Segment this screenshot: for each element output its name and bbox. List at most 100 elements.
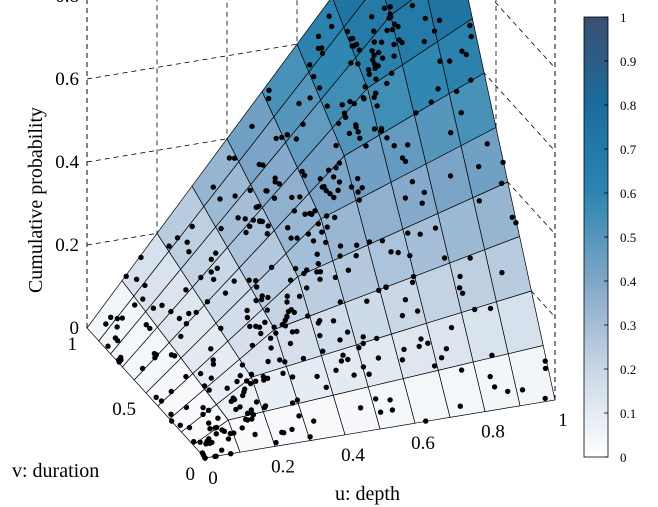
data-point xyxy=(344,329,351,335)
data-point xyxy=(272,175,278,181)
data-point xyxy=(457,273,463,280)
data-point xyxy=(202,455,208,461)
data-point xyxy=(268,345,274,351)
data-point xyxy=(416,343,422,350)
data-point xyxy=(208,256,214,262)
data-point xyxy=(311,418,317,424)
data-point xyxy=(376,49,382,56)
data-point xyxy=(323,384,329,390)
data-point xyxy=(321,183,327,190)
data-point xyxy=(348,60,354,66)
z-axis-label: Cumulative probability xyxy=(25,107,47,293)
data-point xyxy=(405,230,411,236)
z-axis-ticks: 00.20.40.60.81 xyxy=(55,0,79,339)
data-point xyxy=(228,398,234,404)
data-point xyxy=(366,371,372,377)
data-point xyxy=(168,308,174,315)
data-point xyxy=(350,35,356,42)
data-point xyxy=(293,136,300,142)
data-point xyxy=(363,143,369,149)
data-point xyxy=(360,95,367,101)
data-point xyxy=(542,395,548,402)
data-point xyxy=(314,251,320,257)
data-point xyxy=(316,85,323,91)
data-point xyxy=(183,404,190,410)
data-point xyxy=(399,155,406,161)
data-point xyxy=(436,17,443,23)
data-point xyxy=(317,176,323,182)
x-tick-label: 0.6 xyxy=(411,433,435,454)
data-point xyxy=(253,378,259,384)
x-tick-label: 0.8 xyxy=(481,422,505,443)
data-point xyxy=(435,86,441,92)
data-point xyxy=(364,298,370,304)
data-point xyxy=(288,235,294,241)
data-point xyxy=(133,276,140,282)
data-point xyxy=(153,352,159,358)
data-point xyxy=(244,417,251,423)
data-point xyxy=(282,317,288,323)
colorbar-tick-label: 0.9 xyxy=(620,54,636,69)
data-point xyxy=(378,128,384,134)
data-point xyxy=(387,4,393,10)
data-point xyxy=(289,329,296,335)
data-point xyxy=(232,193,238,199)
data-point xyxy=(389,26,396,33)
data-point xyxy=(108,314,114,320)
data-point xyxy=(239,425,245,431)
data-point xyxy=(315,33,322,39)
data-point xyxy=(391,53,397,59)
data-point xyxy=(208,375,214,381)
data-point xyxy=(425,340,431,346)
data-point xyxy=(210,357,216,363)
z-tick-label: 0.4 xyxy=(55,152,79,173)
data-point xyxy=(431,28,438,34)
data-point xyxy=(259,293,265,299)
data-point xyxy=(468,77,474,83)
data-point xyxy=(337,299,343,305)
data-point xyxy=(353,124,359,130)
back-grid-line xyxy=(492,0,556,69)
data-point xyxy=(264,231,270,237)
data-point xyxy=(304,285,310,291)
data-point xyxy=(210,276,217,283)
data-point xyxy=(360,334,366,340)
data-point xyxy=(448,324,455,331)
data-point xyxy=(168,352,175,358)
data-point xyxy=(357,405,364,411)
data-point xyxy=(234,378,240,385)
data-point xyxy=(371,39,377,45)
data-point xyxy=(297,194,303,200)
data-point xyxy=(244,307,250,314)
data-point xyxy=(381,5,388,11)
data-point xyxy=(457,403,463,409)
data-point xyxy=(323,213,330,219)
data-point xyxy=(324,224,330,230)
data-point xyxy=(354,242,360,248)
data-point xyxy=(183,373,189,380)
data-point xyxy=(351,372,357,378)
data-point xyxy=(463,51,469,58)
data-point xyxy=(335,120,342,127)
z-tick-label: 0.8 xyxy=(55,0,79,7)
data-point xyxy=(198,274,204,281)
colorbar-tick-label: 0.7 xyxy=(620,142,637,157)
data-point xyxy=(300,355,307,362)
data-point xyxy=(213,250,219,256)
data-point xyxy=(301,270,307,277)
data-point xyxy=(268,264,275,270)
data-point xyxy=(279,321,285,328)
data-point xyxy=(422,15,428,22)
data-point xyxy=(348,184,355,190)
data-point xyxy=(294,235,300,241)
colorbar-tick-label: 1 xyxy=(620,10,627,25)
data-point xyxy=(355,189,361,195)
data-point xyxy=(191,438,197,445)
data-point xyxy=(282,359,288,365)
data-point xyxy=(375,355,382,361)
x-tick-label: 0.2 xyxy=(271,456,295,477)
data-point xyxy=(285,225,291,231)
data-point xyxy=(231,155,238,161)
data-point xyxy=(311,73,317,80)
data-point xyxy=(253,278,259,284)
